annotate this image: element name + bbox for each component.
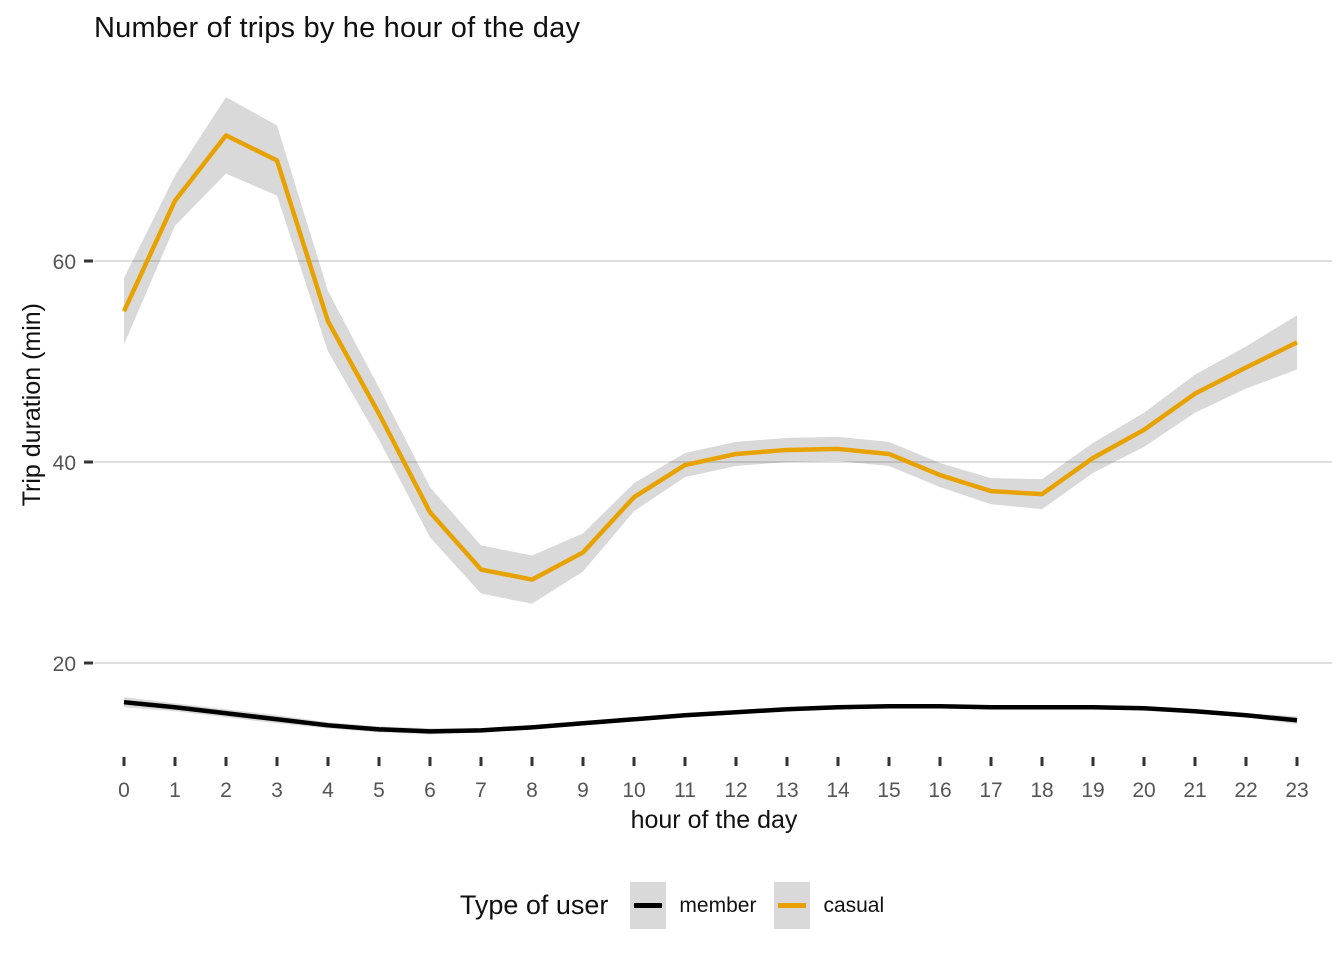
x-tick-label-16: 16 <box>928 779 951 802</box>
x-tick-label-0: 0 <box>118 779 130 802</box>
casual-confidence-band <box>124 97 1297 604</box>
x-tick-label-12: 12 <box>724 779 747 802</box>
legend-item-casual: casual <box>774 882 884 929</box>
x-tick-label-13: 13 <box>775 779 798 802</box>
legend-key-member <box>630 882 667 929</box>
x-tick-label-4: 4 <box>322 779 334 802</box>
x-tick-label-22: 22 <box>1234 779 1257 802</box>
x-tick-label-7: 7 <box>475 779 487 802</box>
x-tick-label-21: 21 <box>1183 779 1206 802</box>
y-tick-label-60: 60 <box>53 251 76 274</box>
legend-title: Type of user <box>459 890 609 920</box>
x-tick-label-15: 15 <box>877 779 900 802</box>
x-tick-label-6: 6 <box>424 779 436 802</box>
x-tick-label-10: 10 <box>622 779 645 802</box>
member-line <box>123 699 1298 734</box>
chart-title: Number of trips by he hour of the day <box>94 12 581 44</box>
y-tick-label-20: 20 <box>53 653 76 676</box>
legend-key-casual <box>774 882 811 929</box>
legend-item-member: member <box>630 882 756 929</box>
x-tick-label-1: 1 <box>169 779 181 802</box>
x-tick-label-23: 23 <box>1285 779 1308 802</box>
legend: Type of user member casual <box>0 882 1344 929</box>
x-tick-label-8: 8 <box>526 779 538 802</box>
x-tick-label-18: 18 <box>1030 779 1053 802</box>
x-tick-label-2: 2 <box>220 779 232 802</box>
x-tick-label-11: 11 <box>674 779 696 802</box>
x-tick-label-3: 3 <box>271 779 283 802</box>
x-axis-title: hour of the day <box>630 806 798 834</box>
x-tick-label-9: 9 <box>577 779 589 802</box>
x-tick-label-5: 5 <box>373 779 385 802</box>
legend-label-member: member <box>679 893 757 917</box>
plot-area: 0 1 2 3 4 5 6 7 8 9 10 11 12 13 14 15 16 17 18 19 20 21 22 2320… <box>53 97 1332 802</box>
x-tick-label-14: 14 <box>826 779 850 802</box>
x-tick-label-17: 17 <box>979 779 1002 802</box>
y-tick-label-40: 40 <box>53 452 76 475</box>
member-line-swatch-icon <box>634 903 663 908</box>
casual-line-swatch-icon <box>778 903 807 908</box>
legend-label-casual: casual <box>823 893 885 917</box>
casual-line <box>121 133 1298 582</box>
x-tick-label-19: 19 <box>1081 779 1104 802</box>
x-tick-label-20: 20 <box>1132 779 1155 802</box>
